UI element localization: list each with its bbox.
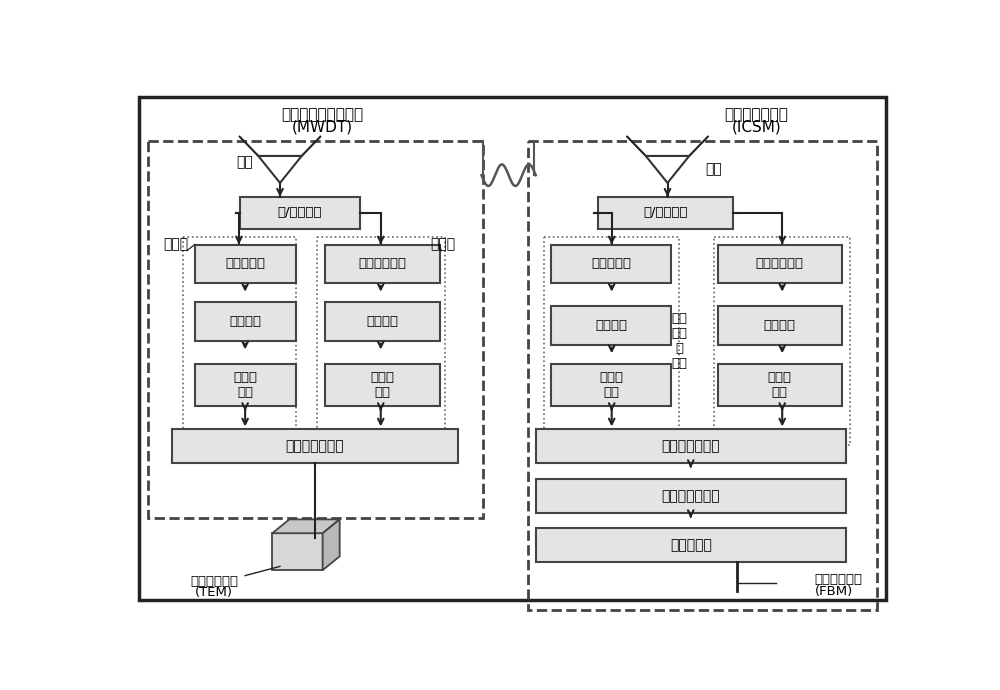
Text: 通信控制子模块: 通信控制子模块 [661,489,720,503]
Bar [195,244,296,283]
Text: 数据
传输
子
模块: 数据 传输 子 模块 [671,312,687,370]
Polygon shape [272,520,340,533]
Text: (ICSM): (ICSM) [732,120,782,135]
Text: 发/收控制器: 发/收控制器 [278,206,322,219]
Bar [544,237,679,444]
Bar [551,244,671,283]
Text: 下变频器: 下变频器 [366,315,398,328]
Text: 基带及接口设备: 基带及接口设备 [286,440,344,453]
Text: 终端设备模块: 终端设备模块 [190,575,238,589]
Text: 接收机: 接收机 [430,237,455,251]
Text: 毫米波数据传输模块: 毫米波数据传输模块 [282,108,364,123]
Text: 解调、
解码: 解调、 解码 [768,371,792,399]
Polygon shape [323,520,340,570]
Text: 智能控制站模块: 智能控制站模块 [725,108,789,123]
Bar [317,237,445,444]
Text: 编码、
调制: 编码、 调制 [233,371,257,399]
Bar [195,302,296,341]
Text: 发/收控制器: 发/收控制器 [643,206,688,219]
Text: 发射机: 发射机 [163,237,188,251]
Bar [536,429,846,463]
Text: 天线: 天线 [706,162,722,176]
Text: 光纤主干模块: 光纤主干模块 [815,573,863,586]
Bar [325,244,440,283]
Bar [195,364,296,406]
Bar [718,244,842,283]
Bar [528,141,877,610]
Text: 天线: 天线 [237,155,254,169]
Bar [598,197,733,229]
Bar [718,364,842,406]
Bar [536,528,846,562]
Bar [325,302,440,341]
Bar [183,237,296,444]
Bar [551,306,671,344]
Text: 低噪声放大器: 低噪声放大器 [756,257,804,270]
Text: (MWDT): (MWDT) [292,120,353,135]
Text: 功率放大器: 功率放大器 [591,257,631,270]
Bar [148,141,483,518]
Text: 低噪声放大器: 低噪声放大器 [358,257,406,270]
Bar [172,429,458,463]
Text: 编码、
调制: 编码、 调制 [599,371,623,399]
Bar [325,364,440,406]
Bar [536,480,846,513]
Text: 网关子模块: 网关子模块 [670,538,712,552]
Text: 解调、
解码: 解调、 解码 [370,371,394,399]
Text: 下变频器: 下变频器 [764,319,796,332]
Text: 上变频器: 上变频器 [229,315,261,328]
Text: (TEM): (TEM) [195,586,233,599]
Text: 基带及接口设备: 基带及接口设备 [661,440,720,453]
Text: 功率放大器: 功率放大器 [225,257,265,270]
Text: (FBM): (FBM) [815,584,853,598]
Bar [718,306,842,344]
Bar [272,533,323,570]
Bar [714,237,850,444]
Bar [240,197,360,229]
Text: 上变频器: 上变频器 [595,319,627,332]
Bar [551,364,671,406]
